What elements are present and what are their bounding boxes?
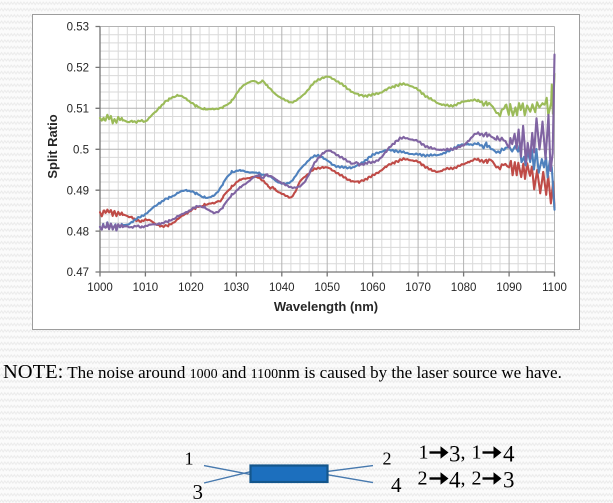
svg-text:2: 2 <box>418 468 428 490</box>
svg-text:1: 1 <box>472 442 482 464</box>
svg-text:0.52: 0.52 <box>67 63 89 75</box>
svg-text:Wavelength (nm): Wavelength (nm) <box>274 299 378 314</box>
svg-text:4: 4 <box>449 468 461 493</box>
svg-text:,: , <box>461 442 466 464</box>
svg-text:1040: 1040 <box>269 282 295 294</box>
svg-text:1010: 1010 <box>133 282 159 294</box>
svg-text:4: 4 <box>391 473 402 497</box>
svg-text:4: 4 <box>503 442 515 467</box>
svg-text:3: 3 <box>503 468 515 493</box>
svg-text:3: 3 <box>449 442 461 467</box>
svg-text:1: 1 <box>185 449 194 469</box>
svg-text:1090: 1090 <box>496 282 522 294</box>
svg-text:0.5: 0.5 <box>73 145 89 157</box>
svg-text:1000: 1000 <box>87 282 113 294</box>
svg-text:1: 1 <box>419 442 429 464</box>
svg-text:1070: 1070 <box>405 282 431 294</box>
svg-text:3: 3 <box>193 480 204 502</box>
svg-text:1060: 1060 <box>360 282 386 294</box>
svg-text:0.51: 0.51 <box>67 104 89 116</box>
svg-text:1050: 1050 <box>314 282 340 294</box>
svg-text:2: 2 <box>383 449 392 469</box>
svg-text:0.47: 0.47 <box>67 267 89 279</box>
svg-text:,: , <box>461 468 466 490</box>
svg-text:0.48: 0.48 <box>67 226 89 238</box>
svg-text:0.49: 0.49 <box>67 185 89 197</box>
svg-text:Split Ratio: Split Ratio <box>45 114 60 178</box>
svg-text:2: 2 <box>472 468 482 490</box>
svg-text:1020: 1020 <box>178 282 204 294</box>
svg-text:1030: 1030 <box>224 282 250 294</box>
svg-text:1080: 1080 <box>451 282 477 294</box>
svg-text:1100: 1100 <box>542 282 567 294</box>
svg-text:0.53: 0.53 <box>67 22 89 34</box>
